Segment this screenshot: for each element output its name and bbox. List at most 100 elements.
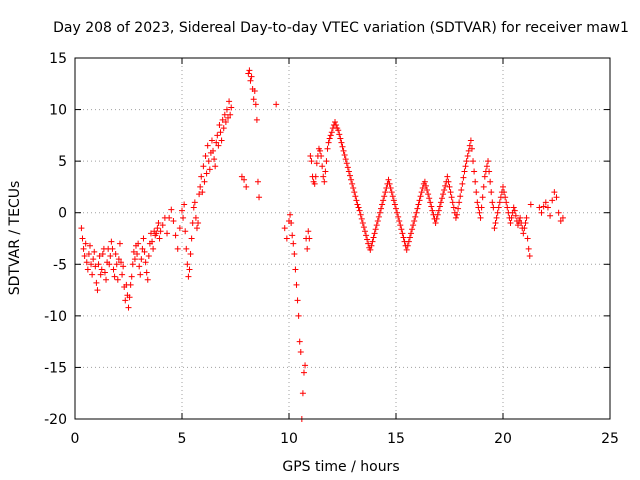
data-point — [172, 232, 179, 239]
data-point — [323, 158, 330, 165]
data-point — [296, 338, 303, 345]
data-point — [94, 287, 101, 294]
data-point — [332, 118, 339, 125]
data-point — [140, 235, 147, 242]
data-point — [112, 250, 119, 257]
data-point — [405, 238, 412, 245]
data-point — [379, 201, 386, 208]
data-point — [477, 214, 484, 221]
data-point — [449, 199, 456, 206]
x-tick-label: 20 — [494, 431, 512, 447]
data-point — [494, 209, 501, 216]
data-point — [318, 152, 325, 159]
data-point — [422, 182, 429, 189]
data-point — [153, 230, 160, 237]
data-point — [355, 204, 362, 211]
data-point — [391, 201, 398, 208]
data-point — [369, 238, 376, 245]
data-point — [398, 226, 405, 233]
data-point — [450, 204, 457, 211]
data-point — [134, 250, 141, 257]
data-point — [485, 158, 492, 165]
data-point — [145, 253, 152, 260]
data-point — [522, 220, 529, 227]
data-point — [493, 214, 500, 221]
data-point — [103, 276, 110, 283]
data-point — [444, 173, 451, 180]
data-point — [437, 199, 444, 206]
data-point — [393, 205, 399, 212]
data-point — [214, 132, 221, 139]
data-point — [373, 222, 380, 229]
data-point — [514, 222, 521, 229]
data-point — [128, 273, 135, 280]
data-point — [415, 201, 422, 208]
data-point — [293, 281, 300, 288]
data-point — [136, 263, 143, 270]
data-point — [388, 189, 395, 196]
data-point — [418, 189, 425, 196]
data-point — [97, 271, 104, 278]
data-point — [305, 228, 312, 235]
data-point — [527, 201, 534, 208]
data-point — [409, 226, 416, 233]
data-point — [361, 228, 368, 235]
data-point — [322, 168, 329, 175]
data-point — [390, 197, 397, 204]
data-point — [382, 189, 389, 196]
data-point — [349, 180, 356, 187]
data-point — [343, 160, 350, 167]
data-point — [292, 266, 299, 273]
data-point — [203, 170, 210, 177]
data-point — [156, 235, 163, 242]
data-point — [445, 178, 452, 185]
data-point — [243, 183, 250, 190]
data-point — [88, 261, 95, 268]
data-point — [131, 256, 138, 263]
data-point — [483, 163, 490, 170]
data-point — [441, 187, 448, 194]
data-point — [89, 271, 96, 278]
data-point — [290, 240, 297, 247]
data-point — [218, 137, 225, 144]
data-point — [120, 263, 127, 270]
data-point — [93, 279, 100, 286]
data-point — [352, 193, 359, 200]
data-point — [354, 201, 361, 208]
data-point — [397, 222, 404, 229]
data-point — [174, 245, 181, 252]
data-point — [297, 348, 304, 355]
data-point — [184, 261, 191, 268]
x-tick-label: 25 — [601, 431, 619, 447]
data-point — [221, 111, 228, 118]
x-tick-label: 10 — [280, 431, 298, 447]
data-point — [135, 240, 142, 247]
data-point — [327, 132, 334, 139]
data-point — [538, 209, 545, 216]
data-point — [113, 261, 120, 268]
data-point — [200, 163, 207, 170]
data-point — [435, 207, 442, 214]
data-point — [213, 139, 220, 146]
data-point — [363, 232, 370, 239]
data-point — [345, 168, 352, 175]
data-point — [191, 199, 198, 206]
data-point — [223, 106, 230, 113]
data-point — [371, 230, 378, 237]
data-point — [439, 195, 446, 202]
data-point — [107, 253, 114, 260]
data-point — [479, 194, 486, 201]
data-point — [157, 228, 164, 235]
data-point — [374, 217, 381, 224]
data-point — [254, 178, 261, 185]
data-point — [375, 213, 382, 220]
data-point — [217, 129, 224, 136]
data-point — [248, 73, 255, 80]
data-point — [342, 156, 349, 163]
data-point — [380, 197, 387, 204]
data-point — [119, 271, 126, 278]
x-tick-label: 5 — [178, 431, 187, 447]
data-point — [227, 111, 234, 118]
data-point — [495, 204, 502, 211]
data-point — [412, 213, 419, 220]
